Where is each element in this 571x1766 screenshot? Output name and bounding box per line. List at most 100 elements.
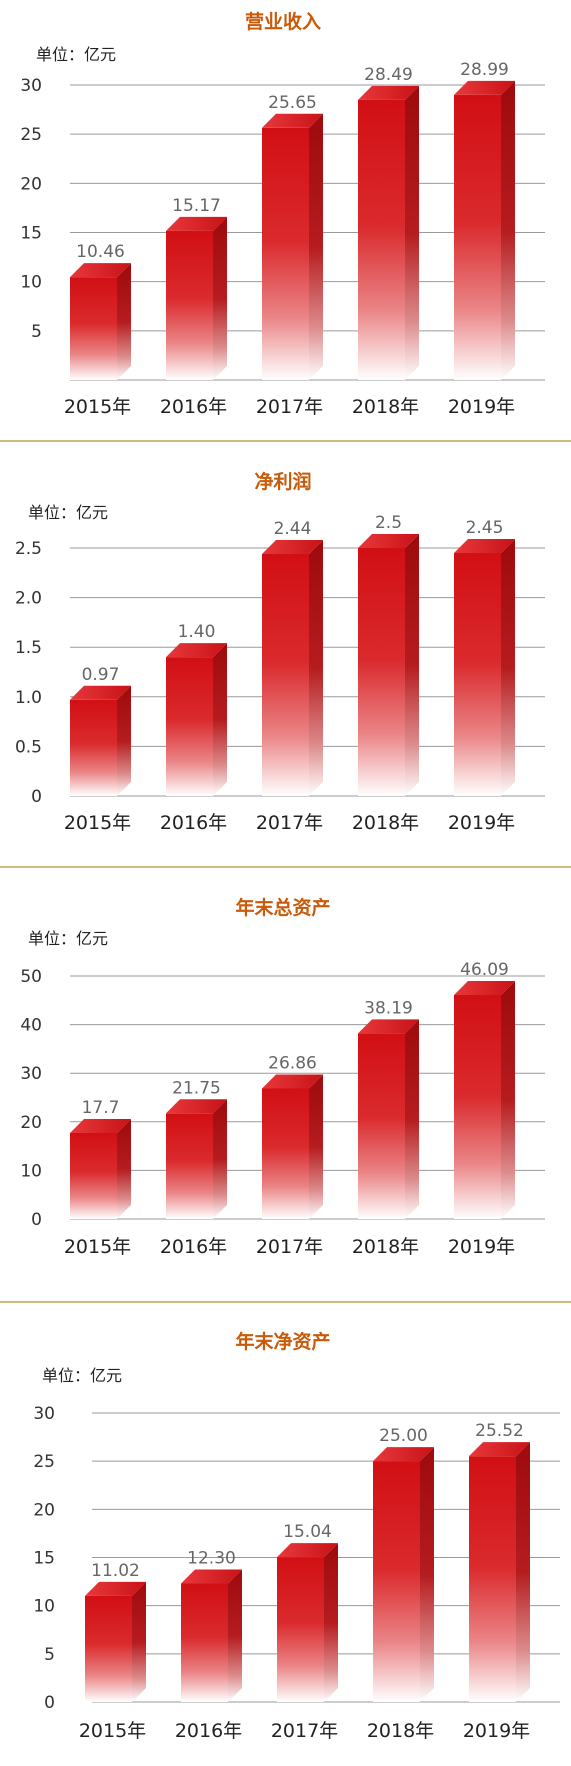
bar-side [117, 1118, 131, 1219]
bar-front [166, 657, 213, 796]
bar-side [213, 643, 227, 796]
bar-front [469, 1456, 516, 1702]
bar [166, 216, 227, 380]
data-label: 38.19 [364, 998, 413, 1018]
x-tick-label: 2019年 [448, 396, 515, 418]
bar-side [228, 1569, 242, 1702]
bar-front [358, 548, 405, 796]
bar-side [213, 1099, 227, 1219]
data-label: 25.65 [268, 93, 317, 113]
bar [469, 1442, 530, 1702]
data-label: 2.45 [466, 518, 504, 538]
chart-revenue: 营业收入 单位：亿元 5 10 15 20 25 30 10.46 2015年 15.17 201… [20, 10, 545, 418]
y-tick-label: 5 [31, 322, 42, 342]
bar-front [166, 1113, 213, 1219]
bar-side [405, 85, 419, 381]
bar-top [262, 1074, 323, 1089]
plot-area: 5 10 15 20 25 30 10.46 2015年 15.17 2016年 25.65 2017… [20, 60, 545, 418]
x-tick-label: 2018年 [352, 812, 419, 834]
bar-side [117, 685, 131, 796]
data-label: 10.46 [76, 242, 125, 262]
data-label: 26.86 [268, 1053, 317, 1073]
chart-title: 年末总资产 [235, 896, 330, 919]
chart-title: 营业收入 [245, 10, 321, 33]
bar-side [501, 981, 515, 1219]
bar-top [358, 85, 419, 100]
y-tick-label: 15 [33, 1549, 55, 1569]
y-tick-label: 10 [20, 273, 42, 293]
x-tick-label: 2015年 [64, 396, 131, 418]
bar-front [262, 127, 309, 381]
bar-top [166, 1099, 227, 1114]
bar-side [309, 113, 323, 381]
bar-top [181, 1569, 242, 1584]
bar-front [70, 1132, 117, 1219]
bar-side [117, 263, 131, 380]
plot-area: 0 0.5 1.0 1.5 2.0 2.5 0.97 2015年 1.40 2016年 2.44 20… [15, 513, 545, 834]
y-tick-label: 0 [31, 787, 42, 807]
x-tick-label: 2016年 [160, 812, 227, 834]
bar [358, 85, 419, 381]
y-tick-label: 0.5 [15, 737, 42, 757]
bar-front [454, 995, 501, 1219]
bar-top [358, 1019, 419, 1034]
bar-front [373, 1461, 420, 1702]
bar-side [132, 1581, 146, 1702]
bar-front [166, 230, 213, 380]
y-tick-label: 0 [44, 1693, 55, 1713]
data-label: 15.04 [283, 1522, 332, 1542]
x-tick-label: 2019年 [463, 1720, 530, 1742]
bar-top [277, 1543, 338, 1558]
data-label: 15.17 [172, 196, 221, 216]
bar [262, 1074, 323, 1219]
bar [454, 538, 515, 796]
x-tick-label: 2018年 [352, 1236, 419, 1258]
data-label: 0.97 [82, 665, 120, 685]
bar-front [85, 1595, 132, 1702]
bar-top [454, 80, 515, 95]
unit-label: 单位：亿元 [28, 929, 108, 948]
bar-top [70, 263, 131, 278]
bar-top [166, 216, 227, 231]
bar-front [454, 94, 501, 380]
bar [166, 643, 227, 796]
data-label: 1.40 [178, 622, 216, 642]
bar-top [85, 1581, 146, 1596]
chart-total-assets: 年末总资产 单位：亿元 0 10 20 30 40 50 17.7 2015年 21.75 201… [20, 896, 545, 1258]
data-label: 46.09 [460, 960, 509, 980]
y-tick-label: 20 [33, 1500, 55, 1520]
unit-label: 单位：亿元 [28, 503, 108, 522]
chart-net-profit: 净利润 单位：亿元 0 0.5 1.0 1.5 2.0 2.5 0.97 2015年 1.40 2… [15, 470, 545, 834]
bar-top [262, 539, 323, 554]
bar [262, 539, 323, 796]
y-tick-label: 40 [20, 1016, 42, 1036]
x-tick-label: 2019年 [448, 1236, 515, 1258]
x-tick-label: 2017年 [256, 396, 323, 418]
x-tick-label: 2019年 [448, 812, 515, 834]
y-tick-label: 25 [20, 125, 42, 145]
bar [373, 1447, 434, 1702]
y-tick-label: 30 [20, 1064, 42, 1084]
bar-front [70, 699, 117, 796]
bar [70, 685, 131, 796]
x-tick-label: 2016年 [160, 1236, 227, 1258]
y-tick-label: 0 [31, 1210, 42, 1230]
bar [85, 1581, 146, 1702]
bar [277, 1543, 338, 1702]
data-label: 2.44 [274, 519, 312, 539]
bar-side [405, 534, 419, 796]
bar-top [70, 1118, 131, 1133]
bar-front [358, 99, 405, 381]
bar-front [262, 553, 309, 796]
y-tick-label: 1.5 [15, 638, 42, 658]
data-label: 28.99 [460, 60, 509, 80]
bar-top [469, 1442, 530, 1457]
y-tick-label: 20 [20, 1113, 42, 1133]
x-tick-label: 2016年 [175, 1720, 242, 1742]
bar [181, 1569, 242, 1702]
bar-top [373, 1447, 434, 1462]
x-tick-label: 2017年 [271, 1720, 338, 1742]
chart-title: 年末净资产 [235, 1330, 330, 1353]
x-tick-label: 2018年 [352, 396, 419, 418]
